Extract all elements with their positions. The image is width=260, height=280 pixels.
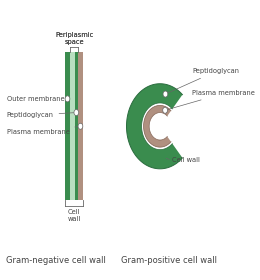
Circle shape (78, 123, 83, 129)
Text: Cell wall: Cell wall (172, 157, 200, 163)
Polygon shape (142, 104, 172, 149)
Circle shape (74, 109, 79, 116)
Polygon shape (149, 113, 167, 140)
Text: Outer membrane: Outer membrane (6, 96, 68, 102)
Bar (78, 52, 83, 200)
Bar (75, 52, 78, 200)
Text: Peptidoglycan: Peptidoglycan (168, 68, 239, 93)
Text: Periplasmic
space: Periplasmic space (55, 32, 93, 45)
Text: Peptidoglycan: Peptidoglycan (6, 112, 74, 118)
Polygon shape (144, 106, 171, 147)
Text: Cell
wall: Cell wall (67, 209, 81, 221)
Text: Gram-positive cell wall: Gram-positive cell wall (121, 256, 217, 265)
Text: Plasma membrane: Plasma membrane (6, 127, 78, 135)
Circle shape (163, 107, 167, 113)
Text: Periplasmic
space: Periplasmic space (55, 32, 93, 45)
Circle shape (163, 91, 168, 97)
Text: Plasma membrane: Plasma membrane (168, 90, 255, 109)
Circle shape (65, 96, 70, 102)
Bar (70, 52, 75, 200)
Polygon shape (127, 84, 183, 169)
Bar (65, 52, 70, 200)
Text: Gram-negative cell wall: Gram-negative cell wall (6, 256, 106, 265)
